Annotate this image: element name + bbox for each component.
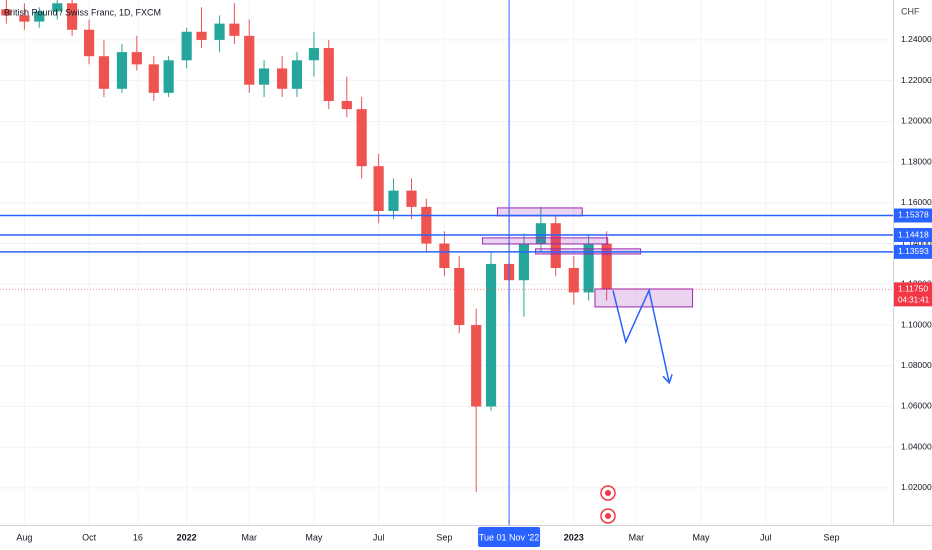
candle-body bbox=[439, 243, 450, 268]
candle-body bbox=[471, 325, 482, 407]
x-tick-label: Jul bbox=[373, 532, 385, 542]
y-tick-label: 1.10000 bbox=[901, 319, 932, 329]
candle-body bbox=[406, 190, 417, 207]
candle-body bbox=[19, 15, 30, 22]
candle-body bbox=[214, 23, 225, 40]
candle-body bbox=[308, 48, 320, 61]
zone bbox=[482, 237, 609, 245]
candle-body bbox=[421, 206, 432, 244]
candle-body bbox=[98, 56, 110, 89]
candle-body bbox=[1, 9, 12, 16]
x-tick-label: Mar bbox=[241, 532, 257, 542]
candle-body bbox=[67, 3, 78, 30]
candle-body bbox=[181, 31, 192, 61]
candle-body bbox=[116, 52, 128, 89]
candle-body bbox=[196, 31, 207, 40]
y-tick-label: 1.02000 bbox=[901, 482, 932, 492]
y-tick-label: 1.22000 bbox=[901, 75, 932, 85]
y-tick-label: 1.20000 bbox=[901, 116, 932, 126]
zone bbox=[496, 207, 583, 217]
candle-body bbox=[518, 243, 530, 281]
candle-body bbox=[52, 3, 63, 12]
candle-body bbox=[148, 64, 159, 93]
x-tick-label: Oct bbox=[82, 532, 97, 542]
x-tick-label: Aug bbox=[16, 532, 32, 542]
chart-title: British Pound / Swiss Franc, 1D, FXCM bbox=[4, 7, 161, 17]
candle-body bbox=[341, 101, 352, 110]
x-tick-label: Jul bbox=[760, 532, 772, 542]
candle-body bbox=[583, 243, 594, 293]
level-label: 1.15378 bbox=[898, 210, 929, 220]
candle-body bbox=[454, 267, 465, 326]
candle-body bbox=[163, 60, 174, 93]
event-icon-dot bbox=[605, 513, 611, 519]
x-tick-label: Sep bbox=[823, 532, 839, 542]
candle-body bbox=[34, 11, 45, 22]
level-label: 1.14418 bbox=[898, 229, 929, 239]
x-tick-label: 2022 bbox=[177, 532, 197, 542]
candle-body bbox=[83, 29, 95, 57]
candle-body bbox=[291, 60, 303, 89]
x-tick-label: 16 bbox=[133, 532, 143, 542]
y-tick-label: 1.16000 bbox=[901, 197, 932, 207]
countdown-label: 04:31:41 bbox=[898, 295, 930, 304]
candle-body bbox=[485, 263, 497, 407]
candle-body bbox=[568, 267, 579, 293]
x-tick-label: May bbox=[305, 532, 323, 542]
event-icon-dot bbox=[605, 490, 611, 496]
candle-body bbox=[229, 23, 240, 36]
last-price-box bbox=[894, 282, 932, 307]
y-tick-label: 1.04000 bbox=[901, 441, 932, 451]
candle-body bbox=[550, 223, 561, 268]
axes: 1.020001.040001.060001.080001.100001.120… bbox=[16, 34, 932, 547]
candle-body bbox=[373, 166, 384, 211]
plot-area bbox=[0, 0, 893, 525]
y-tick-label: 1.06000 bbox=[901, 401, 932, 411]
projection-arrowhead bbox=[662, 374, 673, 385]
x-tick-label: Sep bbox=[436, 532, 452, 542]
level-label-box bbox=[894, 208, 932, 223]
candle-body bbox=[356, 109, 367, 167]
level-label-box bbox=[894, 244, 932, 259]
candle-body bbox=[277, 68, 288, 89]
zone bbox=[594, 288, 694, 308]
y-tick-label: 1.14000 bbox=[901, 238, 932, 248]
event-icons bbox=[600, 485, 616, 524]
candle-body bbox=[131, 52, 142, 65]
candle-body bbox=[601, 243, 612, 290]
y-tick-label: 1.18000 bbox=[901, 156, 932, 166]
level-label: 1.13593 bbox=[898, 246, 929, 256]
projection-path bbox=[612, 288, 670, 384]
x-tick-label: Mar bbox=[629, 532, 645, 542]
last-price-label: 1.11750 bbox=[898, 284, 928, 294]
y-tick-label: 1.08000 bbox=[901, 360, 932, 370]
x-tick-label: May bbox=[693, 532, 711, 542]
candle-body bbox=[323, 48, 334, 102]
candle-body bbox=[388, 190, 399, 211]
candle-body bbox=[535, 223, 546, 244]
crosshair-label: Tue 01 Nov '22 bbox=[479, 532, 539, 542]
y-tick-label: 1.24000 bbox=[901, 34, 932, 44]
candle-body bbox=[244, 35, 255, 85]
candle-body bbox=[258, 68, 270, 85]
crosshair-label-box bbox=[478, 527, 541, 547]
currency-label: CHF bbox=[901, 6, 920, 16]
x-tick-label: 2023 bbox=[564, 532, 584, 542]
level-label-box bbox=[894, 228, 932, 243]
